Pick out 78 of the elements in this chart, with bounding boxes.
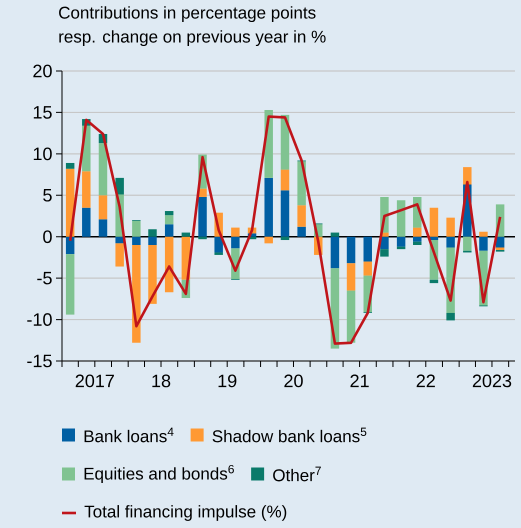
bar — [413, 236, 422, 242]
bar — [66, 162, 74, 169]
bar — [214, 252, 223, 255]
bar — [82, 208, 91, 237]
bar — [346, 290, 356, 343]
bar — [98, 143, 108, 196]
bar — [66, 236, 74, 254]
bar — [297, 226, 306, 237]
line-series — [68, 115, 502, 345]
bar — [446, 218, 455, 237]
bar — [280, 170, 290, 190]
bar — [413, 228, 422, 237]
bar — [198, 236, 207, 240]
bar — [164, 236, 174, 292]
bar — [198, 196, 207, 237]
x-tick-label: 21 — [350, 374, 369, 388]
bar — [231, 236, 240, 248]
bar — [446, 312, 455, 320]
y-tick-label: 10 — [34, 147, 52, 160]
bar — [231, 228, 240, 237]
bar — [66, 254, 74, 315]
bar — [396, 246, 406, 250]
bar — [346, 263, 356, 291]
bar — [164, 215, 174, 224]
bar — [380, 249, 389, 257]
bar — [496, 247, 504, 250]
legend-label: Bank loans$^{4}$ — [84, 428, 174, 442]
y-tick-label: -10 — [27, 313, 52, 326]
bar — [82, 171, 91, 208]
y-tick-label: -15 — [27, 354, 52, 368]
bar — [430, 208, 438, 237]
bar — [115, 243, 124, 267]
bar — [98, 195, 108, 220]
bar — [148, 236, 157, 245]
bar — [98, 219, 108, 237]
x-tick-label: 18 — [152, 374, 170, 388]
y-tick-label: 5 — [43, 189, 52, 202]
bar — [330, 236, 340, 268]
bar — [346, 236, 356, 264]
legend-label: Total financing impulse (%) — [84, 505, 286, 521]
bar — [264, 236, 273, 244]
x-tick-label: 2023 — [472, 374, 512, 388]
bar — [479, 236, 488, 251]
bar — [364, 262, 372, 276]
bar — [280, 114, 290, 170]
bar — [396, 236, 406, 247]
bar — [132, 236, 141, 245]
legend-label: Equities and bonds$^{6}$ — [84, 464, 234, 484]
bar — [164, 224, 174, 237]
y-tick-label: 15 — [34, 106, 52, 119]
bar — [413, 242, 422, 245]
bar — [396, 200, 406, 237]
chart-title: Contributions in percentage points resp. change on previous year in % — [59, 6, 326, 46]
y-tick-label: 0 — [43, 230, 52, 244]
bar — [182, 232, 190, 237]
x-tick-label: 22 — [416, 374, 435, 388]
bar — [264, 178, 273, 237]
y-tick-label: 20 — [33, 64, 52, 78]
bar — [297, 205, 306, 227]
bar — [479, 232, 488, 237]
bar — [330, 232, 340, 237]
bar — [280, 190, 290, 237]
bar — [214, 236, 223, 252]
legend-label: Shadow bank loans$^{5}$ — [212, 428, 366, 442]
x-tick-label: 19 — [218, 374, 236, 388]
bar — [164, 211, 174, 216]
bar — [446, 236, 455, 248]
legend-label: Other$^{7}$ — [273, 466, 321, 482]
x-tick-label: 20 — [284, 374, 303, 388]
bar — [430, 280, 438, 284]
y-tick-label: -5 — [37, 272, 52, 284]
x-tick-label: 2017 — [76, 374, 114, 388]
bar — [463, 236, 472, 251]
bar — [463, 167, 472, 185]
bar — [280, 236, 290, 240]
bar — [364, 236, 372, 262]
bar — [132, 220, 141, 237]
bar — [496, 236, 504, 248]
